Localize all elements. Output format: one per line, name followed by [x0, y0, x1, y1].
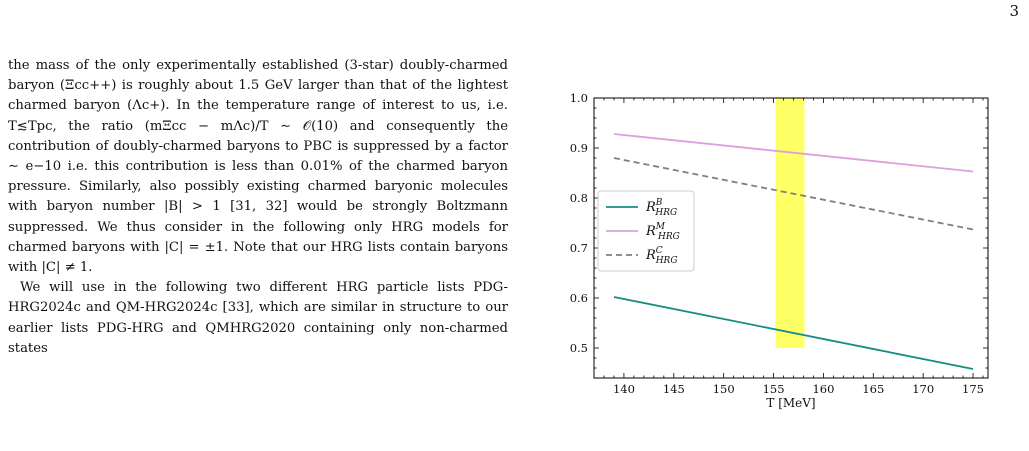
- body-text: the mass of the only experimentally esta…: [8, 56, 508, 359]
- x-tick-label: 155: [763, 382, 785, 396]
- x-tick-label: 140: [613, 382, 635, 396]
- x-tick-label: 150: [713, 382, 735, 396]
- x-tick-label: 145: [663, 382, 685, 396]
- y-tick-label: 0.9: [570, 141, 588, 155]
- x-axis-label: T [MeV]: [766, 396, 815, 410]
- legend-entry: RB HRG: [645, 198, 677, 218]
- x-tick-label: 160: [812, 382, 834, 396]
- x-tick-label: 175: [962, 382, 984, 396]
- legend-entry: RM HRG: [645, 222, 680, 242]
- series-line-c: [613, 157, 974, 231]
- series-line-m: [613, 133, 974, 173]
- x-tick-label: 170: [912, 382, 934, 396]
- pseudo-critical-band: [775, 98, 805, 348]
- paragraph-1: the mass of the only experimentally esta…: [8, 58, 508, 276]
- paragraph-2: We will use in the following two differe…: [8, 280, 508, 356]
- page-number: 3: [1009, 2, 1019, 20]
- legend: RB HRG RM HRG RC HRG: [597, 190, 695, 272]
- y-tick-label: 1.0: [570, 91, 588, 105]
- y-tick-label: 0.5: [570, 341, 588, 355]
- legend-box: [597, 190, 695, 272]
- y-tick-label: 0.6: [570, 291, 588, 305]
- series-line-b: [613, 296, 974, 370]
- x-tick-label: 165: [862, 382, 884, 396]
- legend-entry: RC HRG: [645, 246, 678, 266]
- chart: 140 145 150 155 160 165 170 175 0.5 0.6 0.7 0.8 0.9 1…: [570, 91, 989, 410]
- y-tick-label: 0.8: [570, 191, 588, 205]
- figure: 140 145 150 155 160 165 170 175 0.5 0.6 0.7 0.8 0.9 1…: [540, 78, 1010, 447]
- y-tick-label: 0.7: [570, 241, 588, 255]
